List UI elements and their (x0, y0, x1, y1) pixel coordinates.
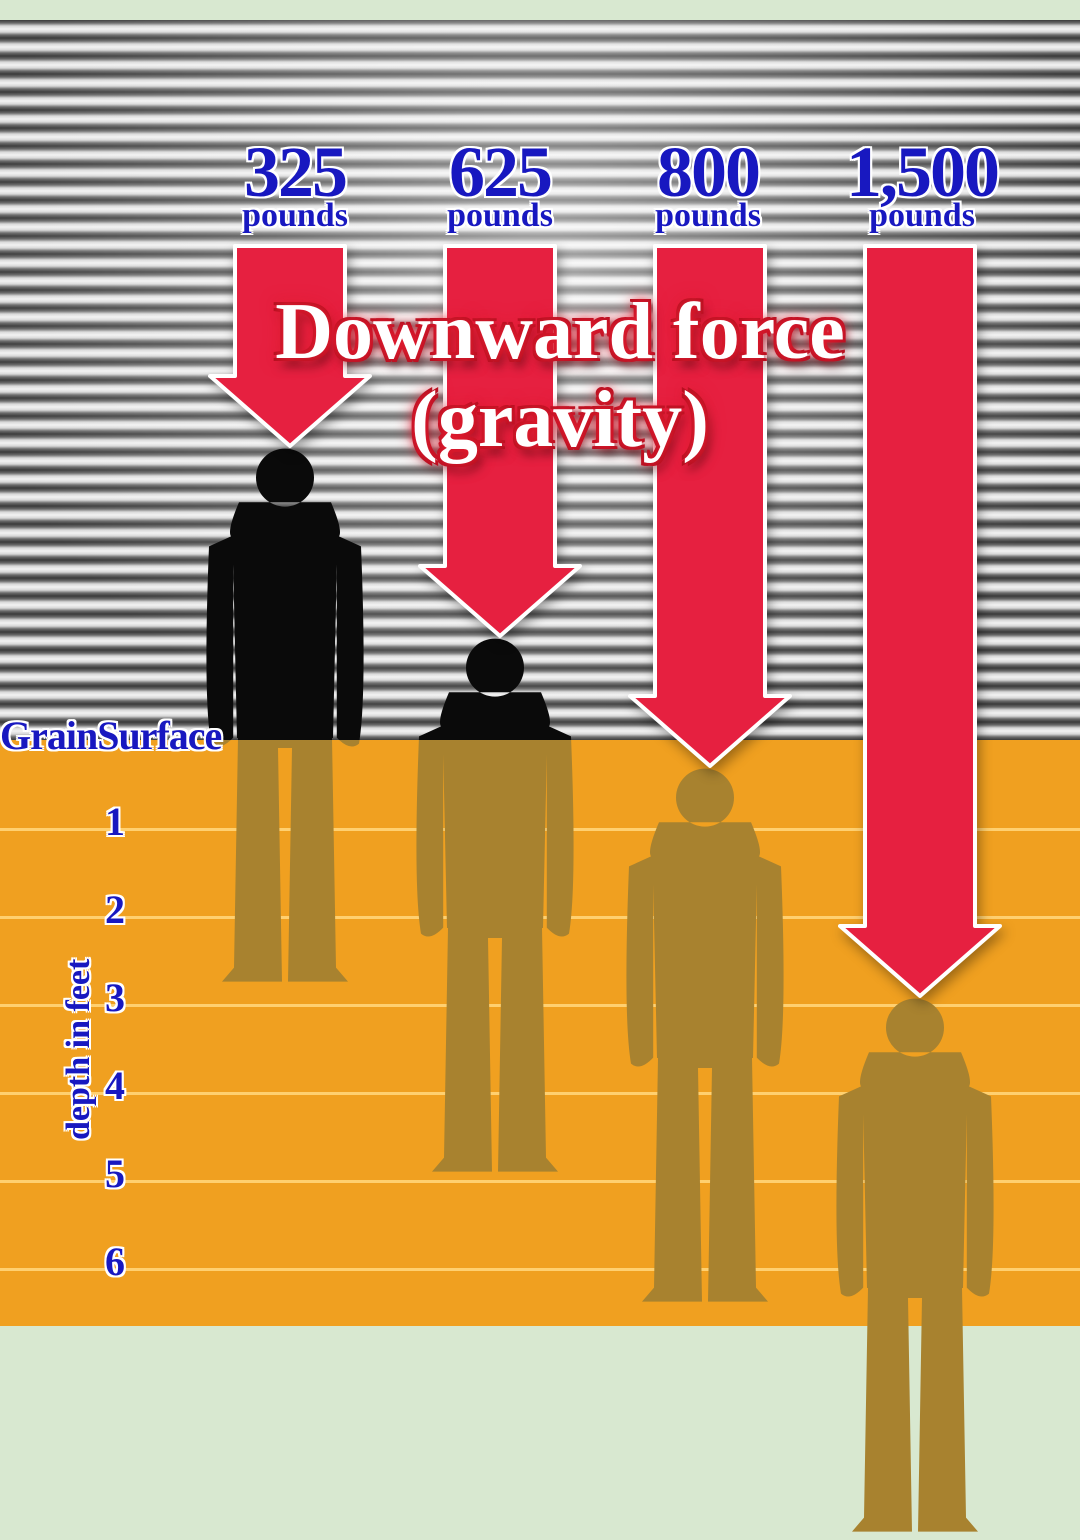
depth-tick-label: 4 (105, 1062, 125, 1109)
force-unit-label: pounds (400, 201, 600, 232)
title-line2: (gravity) (200, 378, 920, 462)
force-value-label: 800pounds (608, 140, 808, 231)
force-value-label: 325pounds (195, 140, 395, 231)
infographic-canvas: 325pounds625pounds800pounds1,500pounds G… (0, 0, 1080, 1326)
person-silhouette (395, 620, 595, 1180)
person-silhouette (815, 980, 1015, 1540)
depth-tick-label: 6 (105, 1238, 125, 1285)
force-value-label: 1,500pounds (812, 140, 1032, 231)
depth-tick-label: 1 (105, 798, 125, 845)
force-value-label: 625pounds (400, 140, 600, 231)
depth-tick-label: 3 (105, 974, 125, 1021)
force-unit-label: pounds (812, 201, 1032, 232)
title-line1: Downward force (200, 290, 920, 374)
person-below-grain (815, 980, 1015, 1540)
force-unit-label: pounds (195, 201, 395, 232)
depth-tick-label: 2 (105, 886, 125, 933)
grain-surface-label: GrainSurface (0, 712, 221, 759)
force-unit-label: pounds (608, 201, 808, 232)
person-silhouette (185, 430, 385, 990)
depth-tick-label: 5 (105, 1150, 125, 1197)
depth-axis-label: depth in feet (60, 959, 98, 1140)
person-below-grain (605, 750, 805, 1310)
person-silhouette (605, 750, 805, 1310)
